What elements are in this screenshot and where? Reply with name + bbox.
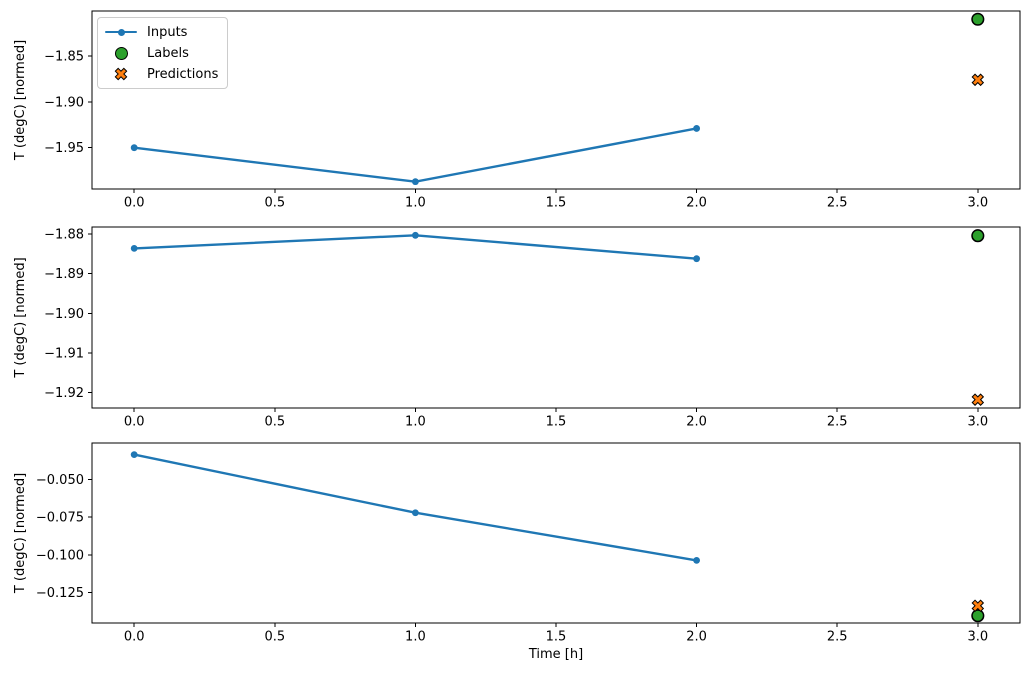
x-tick-label: 1.5 [546,630,567,645]
inputs-point-marker [130,144,138,152]
x-tick-label: 0.0 [124,196,145,211]
x-tick-label: 0.5 [264,630,285,645]
x-tick-label: 2.5 [827,196,848,211]
inputs-point-marker [693,556,701,564]
y-tick-label: −1.88 [44,228,84,243]
x-tick-label: 1.0 [405,415,426,430]
inputs-line [132,453,698,562]
inputs-line [132,234,698,260]
label-point-marker [971,12,985,26]
filled-x-icon [104,66,138,82]
y-tick-label: −0.050 [36,473,84,488]
y-tick-label: −1.92 [44,386,84,401]
prediction-point-marker [971,599,985,613]
inputs-point-marker [693,125,701,132]
legend-label-labels: Labels [147,45,189,61]
y-tick-label: −1.85 [44,49,84,64]
legend-item-labels: Labels [104,44,218,62]
inputs-point-marker [693,255,701,263]
y-tick-label: −0.125 [36,586,84,601]
inputs-point-marker [411,231,419,239]
y-tick-label: −0.075 [36,511,84,526]
legend-item-predictions: Predictions [104,65,218,83]
axes-frame [91,226,1021,409]
inputs-point-marker [411,509,419,517]
legend-label-inputs: Inputs [147,24,188,40]
x-tick-label: 2.0 [686,415,707,430]
y-tick-label: −1.91 [44,346,84,361]
x-tick-label: 0.0 [124,630,145,645]
filled-circle-icon [104,45,138,61]
x-tick-label: 1.5 [546,415,567,430]
axes-frame [91,442,1021,624]
x-tick-label: 2.0 [686,196,707,211]
x-tick-label: 0.5 [264,415,285,430]
y-axis-label: T (degC) [normed] [13,257,28,378]
x-tick-label: 2.0 [686,630,707,645]
y-tick-label: −0.100 [36,548,84,563]
inputs-point-marker [130,244,138,252]
prediction-point-marker [971,73,985,87]
y-tick-label: −1.90 [44,307,84,322]
prediction-point-marker [971,393,985,406]
x-axis-label: Time [h] [528,647,584,662]
inputs-point-marker [130,451,138,459]
subplot-1: 0.0 0.5 1.0 1.5 2.0 2.5 3.0 −1.85 −1.90 −1.95 T (d… [13,10,1021,211]
line-with-dot-icon [104,24,138,40]
x-tick-label: 2.5 [827,415,848,430]
inputs-line [132,127,698,183]
subplot-2: 0.0 0.5 1.0 1.5 2.0 2.5 3.0 −1.88 −1.89 −1.90 −1.9… [13,226,1021,430]
label-point-marker [971,229,985,243]
subplot-3: 0.0 0.5 1.0 1.5 2.0 2.5 3.0 −0.050 −0.075 −0.100 −… [13,442,1021,645]
y-tick-label: −1.89 [44,267,84,282]
legend-item-inputs: Inputs [104,23,218,41]
x-tick-label: 2.5 [827,630,848,645]
y-tick-label: −1.90 [44,95,84,110]
legend-label-predictions: Predictions [147,66,219,82]
inputs-point-marker [411,178,419,186]
axes-frame [91,10,1021,190]
x-tick-label: 0.5 [264,196,285,211]
x-tick-label: 0.0 [124,415,145,430]
x-tick-label: 3.0 [967,196,988,211]
label-point-marker [971,609,985,623]
y-axis-label: T (degC) [normed] [13,473,28,594]
legend: Inputs Labels Predictions [97,17,229,89]
y-tick-label: −1.95 [44,141,84,156]
x-tick-label: 3.0 [967,415,988,430]
y-axis-label: T (degC) [normed] [13,40,28,161]
x-tick-label: 1.5 [546,196,567,211]
x-tick-label: 1.0 [405,196,426,211]
x-tick-label: 3.0 [967,630,988,645]
x-marker-glyph [114,67,128,81]
x-tick-label: 1.0 [405,630,426,645]
